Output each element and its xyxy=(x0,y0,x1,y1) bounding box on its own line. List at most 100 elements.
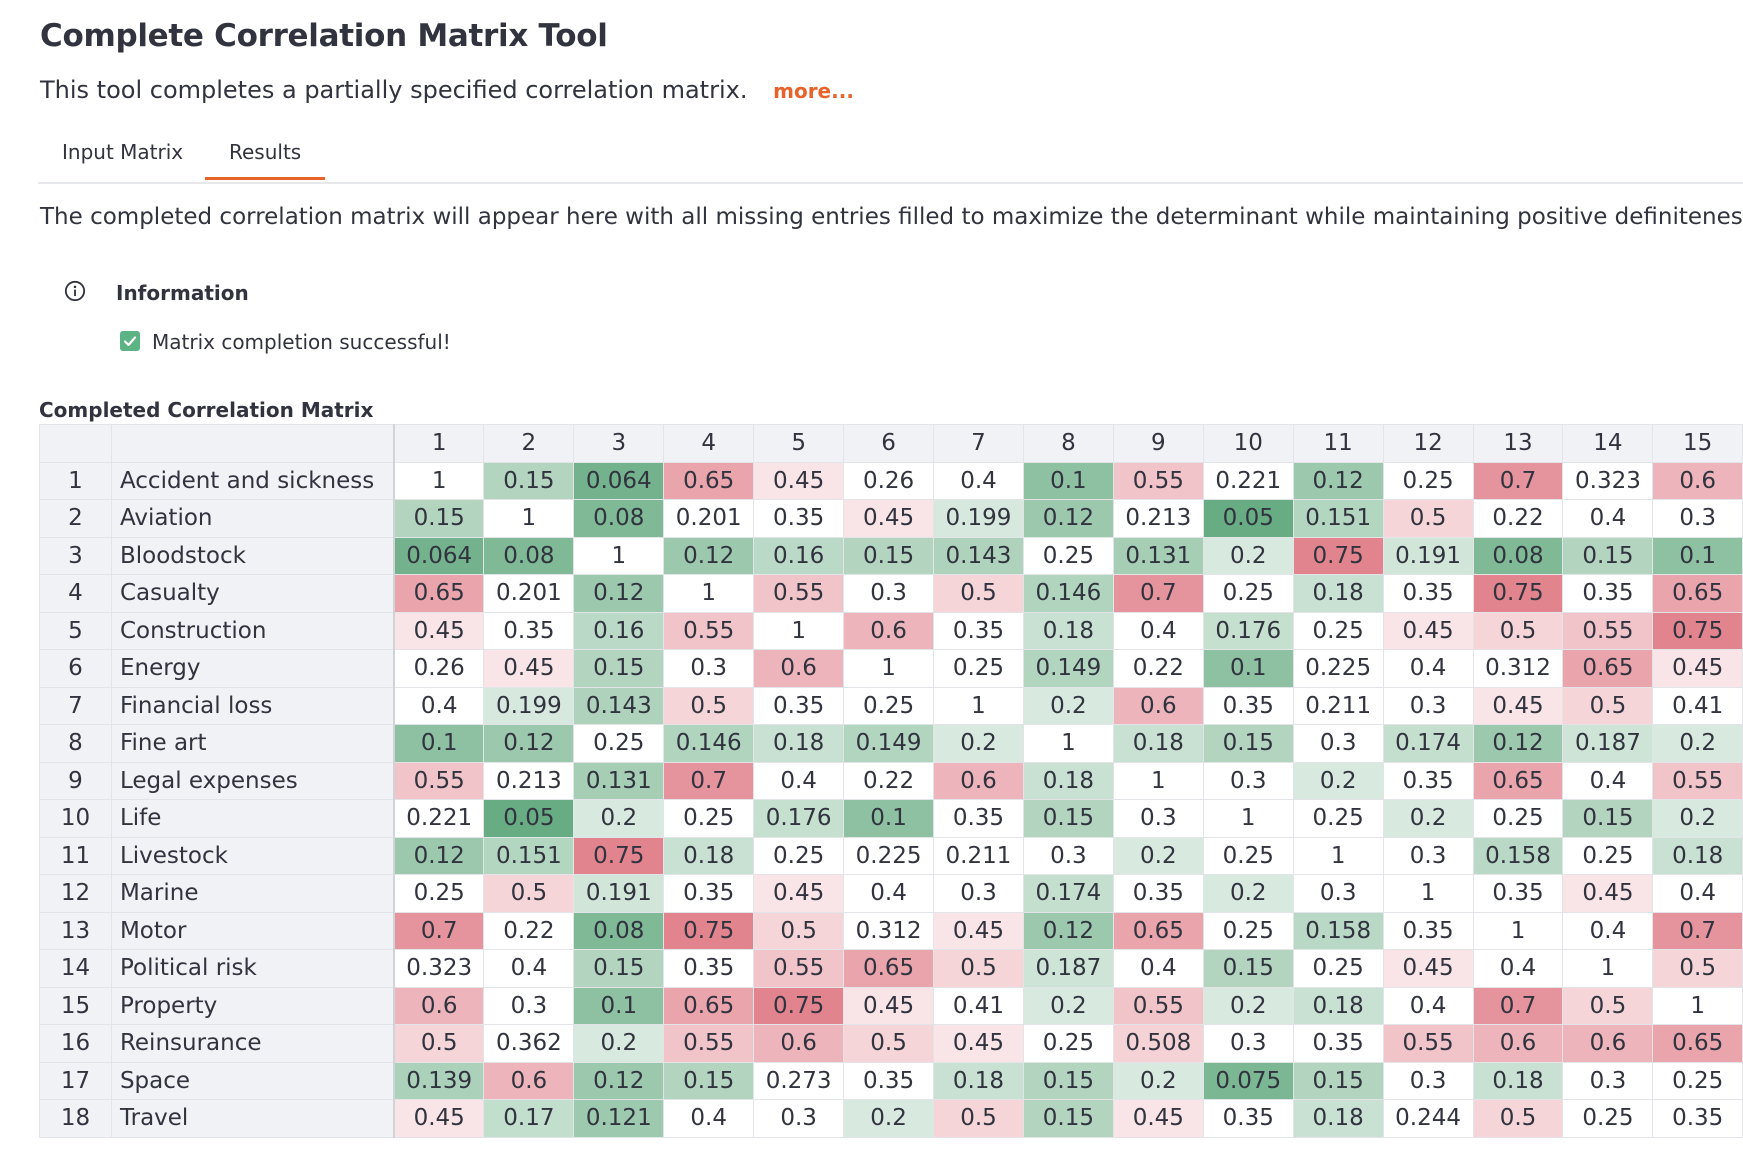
matrix-cell[interactable]: 0.3 xyxy=(1652,499,1743,538)
matrix-cell[interactable]: 0.22 xyxy=(483,911,575,950)
matrix-cell[interactable]: 0.064 xyxy=(393,536,485,575)
matrix-cell[interactable]: 0.131 xyxy=(573,761,665,800)
matrix-cell[interactable]: 0.2 xyxy=(1652,724,1743,763)
matrix-cell[interactable]: 0.158 xyxy=(1292,911,1384,950)
matrix-cell[interactable]: 1 xyxy=(1562,949,1654,988)
matrix-cell[interactable]: 0.1 xyxy=(573,986,665,1025)
matrix-cell[interactable]: 0.312 xyxy=(1472,649,1564,688)
matrix-cell[interactable]: 0.191 xyxy=(1382,536,1474,575)
matrix-cell[interactable]: 0.16 xyxy=(573,611,665,650)
matrix-cell[interactable]: 0.131 xyxy=(1112,536,1204,575)
matrix-cell[interactable]: 0.213 xyxy=(483,761,575,800)
matrix-cell[interactable]: 0.5 xyxy=(843,1024,935,1063)
matrix-cell[interactable]: 0.45 xyxy=(933,1024,1024,1063)
matrix-cell[interactable]: 0.5 xyxy=(933,949,1024,988)
matrix-cell[interactable]: 0.3 xyxy=(1202,761,1294,800)
matrix-cell[interactable]: 1 xyxy=(843,649,935,688)
matrix-cell[interactable]: 0.26 xyxy=(393,649,485,688)
matrix-cell[interactable]: 0.6 xyxy=(483,1061,575,1100)
matrix-cell[interactable]: 0.12 xyxy=(573,1061,665,1100)
matrix-cell[interactable]: 0.508 xyxy=(1112,1024,1204,1063)
matrix-cell[interactable]: 0.65 xyxy=(663,461,755,500)
matrix-cell[interactable]: 0.35 xyxy=(663,949,755,988)
matrix-cell[interactable]: 1 xyxy=(393,461,485,500)
matrix-cell[interactable]: 0.41 xyxy=(1652,686,1743,725)
column-header[interactable]: 13 xyxy=(1472,424,1564,463)
matrix-cell[interactable]: 0.18 xyxy=(1022,611,1114,650)
matrix-cell[interactable]: 0.18 xyxy=(1472,1061,1564,1100)
matrix-cell[interactable]: 0.1 xyxy=(393,724,485,763)
matrix-cell[interactable]: 0.12 xyxy=(573,574,665,613)
matrix-cell[interactable]: 0.146 xyxy=(663,724,755,763)
matrix-cell[interactable]: 0.25 xyxy=(843,686,935,725)
matrix-cell[interactable]: 0.6 xyxy=(753,649,845,688)
matrix-cell[interactable]: 0.5 xyxy=(663,686,755,725)
matrix-cell[interactable]: 0.45 xyxy=(753,461,845,500)
matrix-cell[interactable]: 0.15 xyxy=(663,1061,755,1100)
matrix-cell[interactable]: 0.25 xyxy=(1292,949,1384,988)
matrix-cell[interactable]: 0.25 xyxy=(1562,836,1654,875)
matrix-cell[interactable]: 0.18 xyxy=(1292,986,1384,1025)
matrix-cell[interactable]: 0.25 xyxy=(1562,1099,1654,1138)
matrix-cell[interactable]: 0.121 xyxy=(573,1099,665,1138)
matrix-cell[interactable]: 0.2 xyxy=(1202,986,1294,1025)
matrix-cell[interactable]: 0.18 xyxy=(1652,836,1743,875)
matrix-cell[interactable]: 0.4 xyxy=(1382,986,1474,1025)
matrix-cell[interactable]: 0.149 xyxy=(1022,649,1114,688)
matrix-cell[interactable]: 0.6 xyxy=(393,986,485,1025)
matrix-cell[interactable]: 0.45 xyxy=(1382,949,1474,988)
matrix-cell[interactable]: 0.08 xyxy=(1472,536,1564,575)
matrix-cell[interactable]: 0.25 xyxy=(573,724,665,763)
matrix-cell[interactable]: 0.75 xyxy=(1652,611,1743,650)
matrix-cell[interactable]: 0.221 xyxy=(1202,461,1294,500)
matrix-cell[interactable]: 0.15 xyxy=(1022,1061,1114,1100)
matrix-cell[interactable]: 0.55 xyxy=(1112,986,1204,1025)
matrix-cell[interactable]: 0.191 xyxy=(573,874,665,913)
matrix-cell[interactable]: 0.75 xyxy=(663,911,755,950)
matrix-cell[interactable]: 0.45 xyxy=(393,611,485,650)
matrix-cell[interactable]: 0.5 xyxy=(753,911,845,950)
matrix-cell[interactable]: 0.075 xyxy=(1202,1061,1294,1100)
matrix-cell[interactable]: 0.25 xyxy=(933,649,1024,688)
matrix-cell[interactable]: 0.7 xyxy=(1472,986,1564,1025)
matrix-cell[interactable]: 0.2 xyxy=(573,799,665,838)
matrix-cell[interactable]: 0.16 xyxy=(753,536,845,575)
matrix-cell[interactable]: 0.45 xyxy=(1652,649,1743,688)
matrix-cell[interactable]: 0.2 xyxy=(1202,874,1294,913)
column-header[interactable]: 8 xyxy=(1022,424,1114,463)
matrix-cell[interactable]: 1 xyxy=(1292,836,1384,875)
matrix-cell[interactable]: 0.65 xyxy=(1652,574,1743,613)
matrix-cell[interactable]: 0.15 xyxy=(573,949,665,988)
matrix-cell[interactable]: 0.2 xyxy=(1112,836,1204,875)
column-header[interactable]: 11 xyxy=(1292,424,1384,463)
tab-input-matrix[interactable]: Input Matrix xyxy=(62,140,184,164)
matrix-cell[interactable]: 0.1 xyxy=(843,799,935,838)
matrix-cell[interactable]: 0.26 xyxy=(843,461,935,500)
matrix-cell[interactable]: 0.6 xyxy=(843,611,935,650)
matrix-cell[interactable]: 1 xyxy=(1022,724,1114,763)
matrix-cell[interactable]: 0.15 xyxy=(1562,536,1654,575)
matrix-cell[interactable]: 0.35 xyxy=(1382,911,1474,950)
matrix-cell[interactable]: 0.6 xyxy=(1112,686,1204,725)
column-header[interactable]: 2 xyxy=(483,424,575,463)
matrix-cell[interactable]: 0.08 xyxy=(483,536,575,575)
tab-results[interactable]: Results xyxy=(204,140,326,180)
matrix-cell[interactable]: 0.3 xyxy=(1112,799,1204,838)
column-header[interactable]: 5 xyxy=(753,424,845,463)
matrix-cell[interactable]: 0.35 xyxy=(933,799,1024,838)
matrix-cell[interactable]: 0.35 xyxy=(1562,574,1654,613)
matrix-cell[interactable]: 0.45 xyxy=(1472,686,1564,725)
matrix-cell[interactable]: 0.18 xyxy=(663,836,755,875)
matrix-cell[interactable]: 0.4 xyxy=(1562,499,1654,538)
matrix-cell[interactable]: 0.3 xyxy=(1382,836,1474,875)
matrix-cell[interactable]: 0.151 xyxy=(1292,499,1384,538)
matrix-cell[interactable]: 0.35 xyxy=(1292,1024,1384,1063)
matrix-cell[interactable]: 0.35 xyxy=(933,611,1024,650)
matrix-cell[interactable]: 0.12 xyxy=(1022,499,1114,538)
matrix-cell[interactable]: 0.35 xyxy=(1472,874,1564,913)
matrix-cell[interactable]: 0.176 xyxy=(1202,611,1294,650)
matrix-cell[interactable]: 0.35 xyxy=(1202,686,1294,725)
matrix-cell[interactable]: 0.3 xyxy=(1562,1061,1654,1100)
matrix-cell[interactable]: 0.18 xyxy=(1292,1099,1384,1138)
matrix-cell[interactable]: 0.25 xyxy=(1382,461,1474,500)
